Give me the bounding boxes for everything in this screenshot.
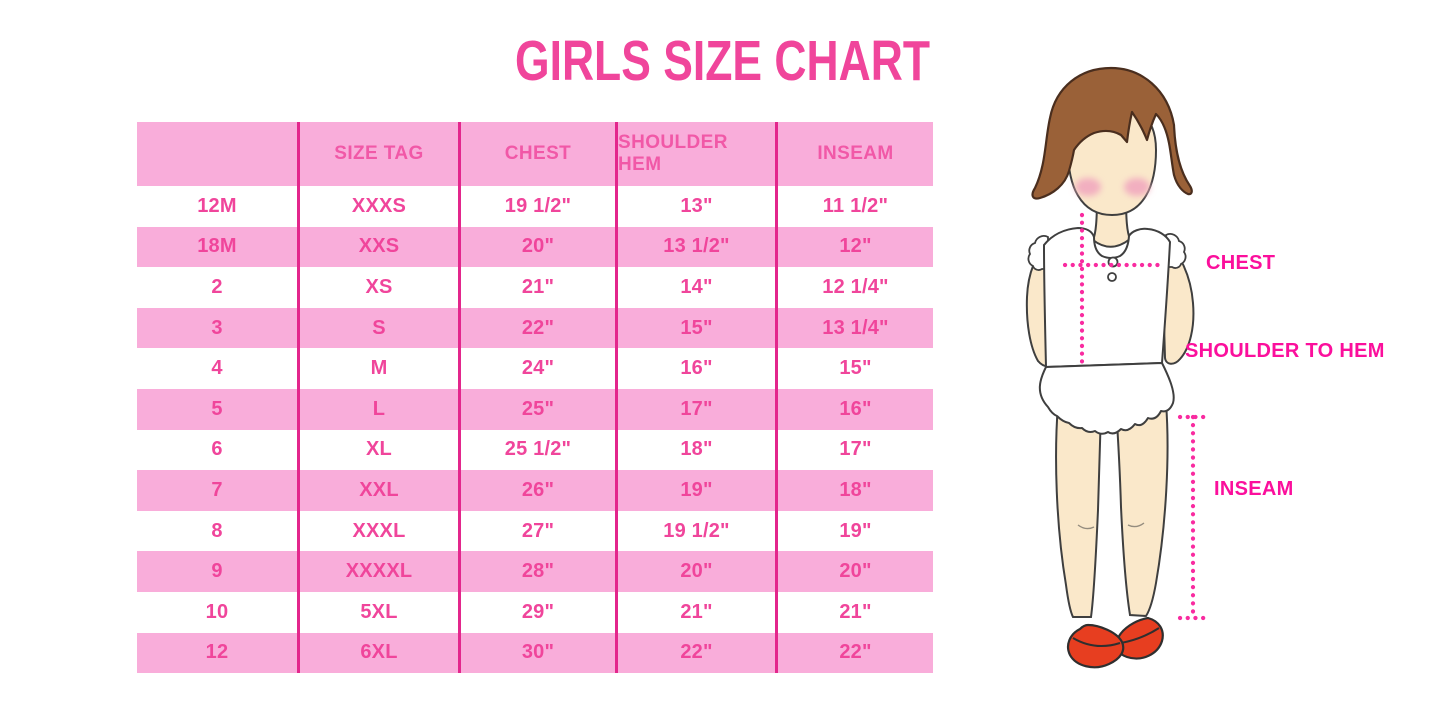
table-cell: 18" xyxy=(775,470,933,511)
header-cell-blank xyxy=(137,122,297,186)
table-cell: 13 1/4" xyxy=(775,307,933,349)
table-cell: 4 xyxy=(211,357,223,380)
table-row: 5 L 25" 17" 16" xyxy=(137,388,933,430)
table-cell: 12 xyxy=(205,641,229,664)
table-cell: 18" xyxy=(615,429,775,471)
right-arm xyxy=(1160,239,1195,365)
skirt xyxy=(1038,362,1175,435)
table-row: 4 M 24" 16" 15" xyxy=(137,348,933,389)
table-cell: 3 xyxy=(211,316,223,339)
table-row: 10 5XL 29" 21" 21" xyxy=(137,591,933,633)
table-cell: XXS xyxy=(297,226,458,268)
table-row: 3 S 22" 15" 13 1/4" xyxy=(137,307,933,349)
table-cell: 17" xyxy=(615,388,775,430)
table-cell: 20" xyxy=(615,551,775,592)
inseam-label: INSEAM xyxy=(1214,478,1294,500)
table-cell: 21" xyxy=(775,591,933,633)
right-knee-line xyxy=(1127,522,1145,528)
shoulder-to-hem-label: SHOULDER TO HEM xyxy=(1185,340,1385,362)
header-cell-inseam: INSEAM xyxy=(775,122,933,186)
top-bodice xyxy=(1042,226,1172,369)
table-cell: 15" xyxy=(775,348,933,389)
table-cell: XXXXL xyxy=(297,551,458,592)
left-leg xyxy=(1055,403,1103,618)
inseam-dotted-line xyxy=(1177,414,1209,621)
table-cell: 15" xyxy=(615,307,775,349)
table-row: 7 XXL 26" 19" 18" xyxy=(137,470,933,511)
table-cell: 14" xyxy=(615,267,775,308)
table-cell: 22" xyxy=(615,632,775,674)
header-cell-shoulder-hem: SHOULDER HEM xyxy=(615,122,775,186)
table-row: 6 XL 25 1/2" 18" 17" xyxy=(137,429,933,471)
table-cell: 18M xyxy=(197,235,237,258)
table-cell: 19" xyxy=(615,470,775,511)
table-cell: 22" xyxy=(458,307,615,349)
table-cell: 19 1/2" xyxy=(458,186,615,227)
table-cell: 12 1/4" xyxy=(775,267,933,308)
header-cell-size-tag: SIZE TAG xyxy=(297,122,458,186)
header-cell-chest: CHEST xyxy=(458,122,615,186)
table-cell: 11 1/2" xyxy=(775,186,933,227)
table-cell: 5XL xyxy=(297,591,458,633)
table-cell: 2 xyxy=(211,275,223,298)
table-cell: XS xyxy=(297,267,458,308)
table-cell: 19" xyxy=(775,510,933,552)
table-cell: XXXL xyxy=(297,510,458,552)
table-cell: 10 xyxy=(205,600,229,623)
table-row: 12 6XL 30" 22" 22" xyxy=(137,632,933,674)
table-cell: 12" xyxy=(775,226,933,268)
table-cell: 13 1/2" xyxy=(615,226,775,268)
button-bottom xyxy=(1107,272,1117,282)
right-shoe xyxy=(1114,616,1164,660)
table-cell: S xyxy=(297,307,458,349)
table-cell: 29" xyxy=(458,591,615,633)
girl-illustration xyxy=(990,55,1390,715)
table-cell: 19 1/2" xyxy=(615,510,775,552)
table-cell: 30" xyxy=(458,632,615,674)
table-cell: 9 xyxy=(211,560,223,583)
table-cell: 17" xyxy=(775,429,933,471)
table-row: 8 XXXL 27" 19 1/2" 19" xyxy=(137,510,933,552)
table-header-row: SIZE TAG CHEST SHOULDER HEM INSEAM xyxy=(137,122,933,186)
table-cell: XXL xyxy=(297,470,458,511)
table-cell: XXXS xyxy=(297,186,458,227)
table-cell: 8 xyxy=(211,519,223,542)
table-cell: M xyxy=(297,348,458,389)
table-cell: 27" xyxy=(458,510,615,552)
table-cell: L xyxy=(297,388,458,430)
girls-size-table: SIZE TAG CHEST SHOULDER HEM INSEAM 12M X… xyxy=(137,122,933,674)
table-cell: XL xyxy=(297,429,458,471)
table-row: 12M XXXS 19 1/2" 13" 11 1/2" xyxy=(137,186,933,227)
table-cell: 6 xyxy=(211,438,223,461)
table-cell: 21" xyxy=(458,267,615,308)
blush-right xyxy=(1124,178,1150,196)
chest-label: CHEST xyxy=(1206,252,1276,274)
table-cell: 16" xyxy=(775,388,933,430)
table-cell: 5 xyxy=(211,397,223,420)
right-leg xyxy=(1114,401,1169,618)
table-cell: 6XL xyxy=(297,632,458,674)
table-row: 9 XXXXL 28" 20" 20" xyxy=(137,551,933,592)
table-cell: 25" xyxy=(458,388,615,430)
table-cell: 13" xyxy=(615,186,775,227)
table-cell: 22" xyxy=(775,632,933,674)
table-cell: 21" xyxy=(615,591,775,633)
blush-left xyxy=(1075,178,1101,196)
left-shoe xyxy=(1066,623,1125,669)
table-cell: 16" xyxy=(615,348,775,389)
left-knee-line xyxy=(1077,524,1095,530)
table-cell: 28" xyxy=(458,551,615,592)
table-row: 18M XXS 20" 13 1/2" 12" xyxy=(137,226,933,268)
table-cell: 24" xyxy=(458,348,615,389)
table-cell: 12M xyxy=(197,194,237,217)
girl-measurement-diagram xyxy=(1025,66,1209,669)
table-cell: 26" xyxy=(458,470,615,511)
table-cell: 25 1/2" xyxy=(458,429,615,471)
table-cell: 20" xyxy=(775,551,933,592)
table-cell: 20" xyxy=(458,226,615,268)
table-cell: 7 xyxy=(211,478,223,501)
table-row: 2 XS 21" 14" 12 1/4" xyxy=(137,267,933,308)
hair xyxy=(1031,66,1193,200)
page-title: GIRLS SIZE CHART xyxy=(515,29,930,93)
